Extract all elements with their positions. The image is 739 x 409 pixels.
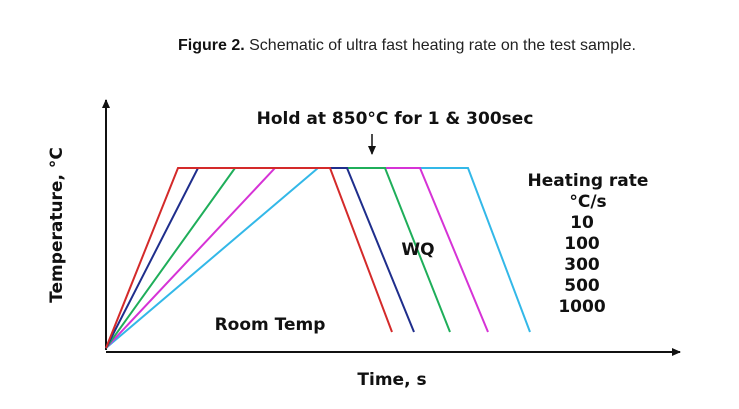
heating-curve: [105, 167, 393, 349]
legend-entry: 10: [570, 213, 594, 233]
legend-title: °C/s: [569, 192, 606, 212]
caption: Figure 2. Schematic of ultra fast heatin…: [178, 37, 636, 54]
legend-title: Heating rate: [528, 171, 649, 191]
start-label: Room Temp: [215, 315, 326, 335]
legend-entry: 300: [564, 255, 600, 275]
legend-entry: 500: [564, 276, 600, 296]
caption-label: Figure 2.: [178, 37, 245, 54]
y-axis-label: Temperature, °C: [47, 147, 67, 303]
hold-label: Hold at 850°C for 1 & 300sec: [257, 109, 534, 129]
legend-entry: 100: [564, 234, 600, 254]
quench-label: WQ: [401, 240, 434, 260]
caption-text: Schematic of ultra fast heating rate on …: [249, 37, 636, 54]
legend-entry: 1000: [558, 297, 605, 317]
curves: [105, 167, 531, 349]
x-axis-label: Time, s: [357, 370, 426, 390]
